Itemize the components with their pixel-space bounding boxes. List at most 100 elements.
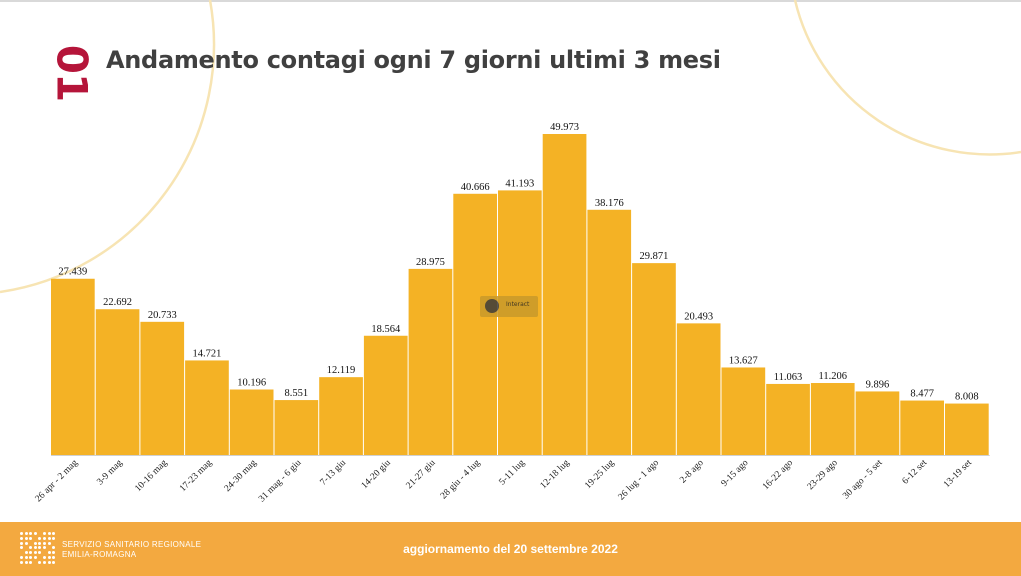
logo-dot xyxy=(47,541,51,545)
bar xyxy=(408,268,453,455)
footer-bar: SERVIZIO SANITARIO REGIONALE EMILIA-ROMA… xyxy=(0,522,1021,576)
bar-value-label: 40.666 xyxy=(461,182,490,193)
category-label: 14-20 giu xyxy=(360,458,393,491)
category-label: 2-8 ago xyxy=(678,458,706,486)
bar xyxy=(185,360,229,455)
org-name: SERVIZIO SANITARIO REGIONALE EMILIA-ROMA… xyxy=(62,540,201,560)
bar-value-label: 11.063 xyxy=(774,372,803,383)
bar xyxy=(542,134,587,455)
logo-dot xyxy=(20,541,23,545)
category-label: 28 giu - 4 lug xyxy=(439,458,482,501)
logo-dot xyxy=(29,551,33,555)
bar-value-label: 38.176 xyxy=(595,198,624,209)
bar xyxy=(140,321,185,455)
category-label: 12-18 lug xyxy=(539,458,572,491)
logo-dot xyxy=(38,546,42,550)
slide-title: Andamento contagi ogni 7 giorni ultimi 3… xyxy=(106,46,721,74)
logo-dot xyxy=(24,560,28,564)
bar-value-label: 11.206 xyxy=(819,371,848,382)
bar xyxy=(274,400,319,455)
region-logo-icon xyxy=(20,532,56,566)
bar-value-label: 27.439 xyxy=(58,267,87,278)
bar-value-label: 12.119 xyxy=(327,365,356,376)
logo-dot xyxy=(29,536,33,540)
logo-dot xyxy=(29,556,33,559)
logo-dot xyxy=(47,536,51,540)
logo-dot xyxy=(20,546,23,550)
category-label: 5-11 lug xyxy=(498,458,528,488)
category-label: 7-13 giu xyxy=(319,458,349,488)
logo-dot xyxy=(24,541,28,545)
logo-dot xyxy=(43,532,46,535)
update-date: aggiornamento del 20 settembre 2022 xyxy=(403,542,618,556)
logo-dot xyxy=(38,536,42,540)
bar xyxy=(51,278,95,455)
logo-dot xyxy=(52,532,56,535)
bar-chart: 27.439 26 apr - 2 mag 22.692 3-9 mag 20.733 1… xyxy=(34,122,990,504)
bar-value-label: 8.477 xyxy=(910,389,934,400)
bar-value-label: 20.733 xyxy=(148,310,177,321)
logo-dot xyxy=(52,551,56,555)
bar xyxy=(229,389,274,455)
bar-value-label: 14.721 xyxy=(193,348,222,359)
bar-value-label: 28.975 xyxy=(416,257,445,268)
logo-dot xyxy=(24,556,28,559)
category-label: 16-22 ago xyxy=(761,458,795,492)
logo-dot xyxy=(47,532,51,535)
bar xyxy=(363,335,408,455)
category-label: 13-19 set xyxy=(942,458,974,490)
bar xyxy=(587,209,632,455)
interact-label: Interact xyxy=(506,301,530,308)
logo-dot xyxy=(43,546,46,550)
bar xyxy=(900,400,944,455)
logo-dot xyxy=(20,556,23,559)
category-label: 26 lug - 1 ago xyxy=(617,458,662,503)
category-label: 19-25 lug xyxy=(583,458,616,491)
logo-dot xyxy=(33,532,37,535)
logo-dot xyxy=(52,556,56,559)
hand-icon xyxy=(485,299,499,313)
logo-dot xyxy=(43,541,46,545)
logo-dot xyxy=(43,536,46,540)
logo-dot xyxy=(33,556,37,559)
bar xyxy=(453,193,497,456)
logo-dot xyxy=(38,551,42,555)
bar-value-label: 22.692 xyxy=(103,297,132,308)
logo-dot xyxy=(24,536,28,540)
bar xyxy=(95,309,140,455)
bar-value-label: 9.896 xyxy=(866,379,890,390)
bar xyxy=(810,383,855,455)
category-label: 21-27 giu xyxy=(405,458,438,491)
bar xyxy=(855,391,900,455)
logo-dot xyxy=(20,560,23,564)
logo-dot xyxy=(24,551,28,555)
interact-widget[interactable]: Interact xyxy=(480,296,538,317)
logo-dot xyxy=(29,546,33,550)
category-label: 10-16 mag xyxy=(133,458,169,494)
logo-dot xyxy=(33,541,37,545)
logo-dot xyxy=(47,551,51,555)
category-label: 26 apr - 2 mag xyxy=(34,458,80,504)
bar xyxy=(721,367,766,455)
logo-dot xyxy=(52,560,56,564)
bar xyxy=(676,323,721,455)
logo-dot xyxy=(43,556,46,559)
category-label: 24-30 mag xyxy=(223,458,259,494)
top-border xyxy=(0,0,1021,2)
bar xyxy=(766,383,810,455)
bar-value-label: 8.008 xyxy=(955,392,979,403)
category-label: 23-29 ago xyxy=(806,458,840,492)
logo-dot xyxy=(33,551,37,555)
org-line-1: SERVIZIO SANITARIO REGIONALE xyxy=(62,540,202,549)
logo-dot xyxy=(52,546,56,550)
bar-value-label: 29.871 xyxy=(640,251,669,262)
bar-value-label: 8.551 xyxy=(285,388,309,399)
bar xyxy=(498,190,542,455)
logo-dot xyxy=(29,560,33,564)
logo-dot xyxy=(52,536,56,540)
bar xyxy=(945,403,989,455)
bar xyxy=(319,377,363,455)
bar-value-label: 20.493 xyxy=(684,311,713,322)
category-label: 31 mag - 6 giu xyxy=(257,458,303,504)
